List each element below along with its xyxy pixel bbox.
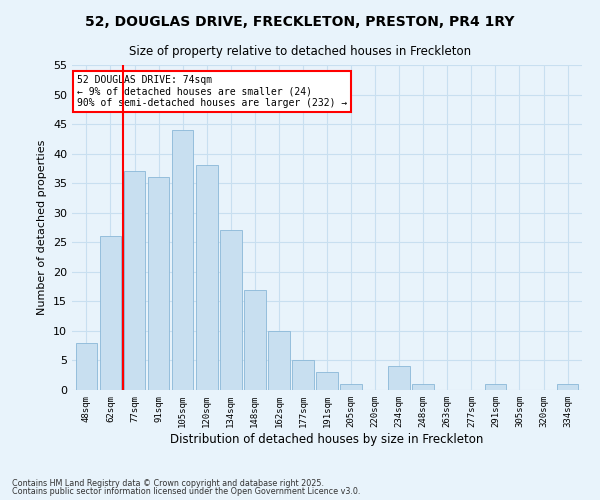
Text: 52, DOUGLAS DRIVE, FRECKLETON, PRESTON, PR4 1RY: 52, DOUGLAS DRIVE, FRECKLETON, PRESTON, … (85, 15, 515, 29)
Bar (172, 130, 193, 390)
Bar (388, 366, 410, 390)
Bar (268, 331, 290, 390)
Bar (148, 178, 169, 390)
X-axis label: Distribution of detached houses by size in Freckleton: Distribution of detached houses by size … (170, 432, 484, 446)
Text: Size of property relative to detached houses in Freckleton: Size of property relative to detached ho… (129, 45, 471, 58)
Bar (76, 342, 97, 390)
Bar (557, 384, 578, 390)
Bar (340, 384, 362, 390)
Text: 52 DOUGLAS DRIVE: 74sqm
← 9% of detached houses are smaller (24)
90% of semi-det: 52 DOUGLAS DRIVE: 74sqm ← 9% of detached… (77, 74, 347, 108)
Bar (292, 360, 314, 390)
Bar (316, 372, 338, 390)
Text: Contains HM Land Registry data © Crown copyright and database right 2025.: Contains HM Land Registry data © Crown c… (12, 478, 324, 488)
Bar (485, 384, 506, 390)
Bar (100, 236, 121, 390)
Text: Contains public sector information licensed under the Open Government Licence v3: Contains public sector information licen… (12, 487, 361, 496)
Bar (196, 166, 218, 390)
Bar (124, 172, 145, 390)
Y-axis label: Number of detached properties: Number of detached properties (37, 140, 47, 315)
Bar (244, 290, 266, 390)
Bar (220, 230, 242, 390)
Bar (412, 384, 434, 390)
